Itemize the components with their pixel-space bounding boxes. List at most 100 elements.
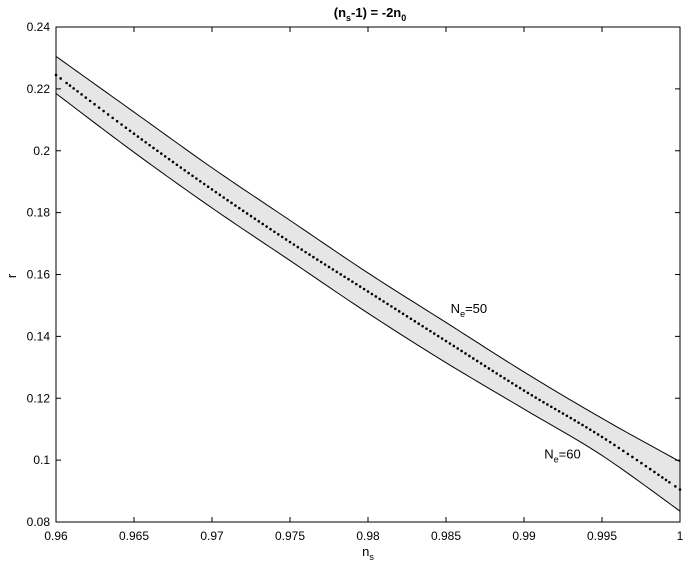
center-dot — [386, 302, 389, 306]
center-dot — [425, 327, 428, 330]
center-dot — [222, 196, 225, 199]
center-dot — [409, 317, 413, 321]
center-dot — [370, 292, 374, 296]
center-dot — [483, 364, 487, 368]
center-dot — [284, 238, 288, 241]
center-dot — [316, 258, 319, 261]
center-dot — [106, 113, 110, 116]
x-axis: 0.96 0.965 0.97 0.975 0.98 0.985 0.99 0.995 1 — [44, 27, 684, 543]
y-tick-label: 0.08 — [27, 515, 51, 529]
center-dot — [277, 233, 280, 236]
center-dot — [635, 458, 639, 462]
center-dot — [269, 227, 272, 231]
center-dot — [429, 329, 432, 333]
center-dot — [444, 339, 448, 343]
center-dot — [631, 455, 634, 459]
center-dot — [390, 305, 393, 308]
center-dot — [440, 337, 444, 340]
center-dot — [241, 209, 245, 213]
center-dot — [421, 324, 424, 328]
center-dot — [68, 84, 72, 87]
center-dot — [218, 193, 222, 197]
center-dot — [115, 119, 119, 123]
center-dot — [210, 188, 214, 191]
center-dot — [585, 425, 588, 429]
center-dot — [530, 393, 534, 397]
center-dot — [608, 440, 612, 444]
center-dot — [120, 123, 123, 126]
center-dot — [144, 140, 147, 144]
center-dot — [331, 268, 335, 271]
center-dot — [171, 160, 175, 164]
series-annotation: Ne=50 — [451, 301, 487, 319]
center-dot — [553, 407, 557, 411]
center-dot — [626, 452, 630, 456]
center-dot — [401, 312, 405, 316]
center-dot — [362, 287, 366, 291]
center-dot — [132, 132, 136, 136]
center-dot — [565, 414, 569, 418]
center-dot — [561, 412, 565, 415]
center-dot — [405, 314, 409, 318]
x-tick-label: 0.975 — [275, 529, 305, 543]
center-dot — [456, 347, 460, 350]
center-dot — [76, 90, 79, 93]
center-dot — [514, 384, 518, 387]
center-dot — [433, 332, 436, 335]
center-dot — [394, 307, 397, 311]
center-dot — [234, 204, 237, 207]
center-dot — [261, 222, 265, 226]
center-dot — [534, 396, 537, 399]
chart-title: (ns-1) = -2n0 — [334, 5, 407, 23]
center-dot — [80, 93, 83, 96]
center-dot — [300, 248, 304, 251]
center-dot — [226, 198, 229, 202]
x-tick-label: 0.985 — [431, 529, 461, 543]
center-dot — [249, 214, 253, 218]
center-dot — [148, 143, 151, 147]
center-dot — [65, 81, 68, 85]
center-dot — [382, 300, 385, 303]
center-dot — [214, 190, 218, 194]
center-dot — [507, 379, 510, 383]
center-dot — [522, 389, 526, 392]
center-dot — [355, 282, 358, 286]
y-tick-label: 0.16 — [27, 268, 51, 282]
center-dot — [257, 220, 261, 223]
center-dot — [503, 377, 506, 380]
x-axis-label: ns — [362, 544, 374, 562]
center-dot — [596, 433, 600, 436]
y-axis-label: r — [4, 273, 19, 278]
y-tick-label: 0.22 — [27, 82, 51, 96]
center-dot — [374, 295, 378, 298]
center-dot — [140, 138, 144, 141]
center-dot — [327, 265, 331, 269]
center-dot — [518, 386, 522, 390]
center-dot — [191, 174, 194, 178]
center-dot — [88, 99, 92, 103]
center-dot — [604, 438, 608, 441]
center-dot — [323, 263, 327, 266]
center-dot — [156, 149, 159, 153]
center-dot — [102, 109, 105, 113]
center-dot — [569, 416, 573, 420]
center-dot — [487, 367, 491, 370]
center-dot — [265, 225, 268, 228]
y-tick-label: 0.1 — [33, 453, 50, 467]
center-dot — [397, 310, 401, 313]
y-tick-label: 0.14 — [27, 329, 51, 343]
center-dot — [557, 409, 561, 413]
center-dot — [288, 240, 292, 244]
band-fill — [56, 56, 680, 512]
center-dot — [495, 372, 499, 375]
center-dot — [448, 342, 452, 345]
center-dot — [304, 250, 307, 254]
center-dot — [661, 476, 664, 479]
center-dot — [600, 435, 604, 439]
center-dot — [648, 467, 652, 471]
center-dot — [550, 405, 553, 409]
center-dot — [195, 177, 198, 180]
center-dot — [152, 146, 155, 150]
x-tick-label: 0.96 — [44, 529, 68, 543]
center-dot — [206, 185, 210, 189]
